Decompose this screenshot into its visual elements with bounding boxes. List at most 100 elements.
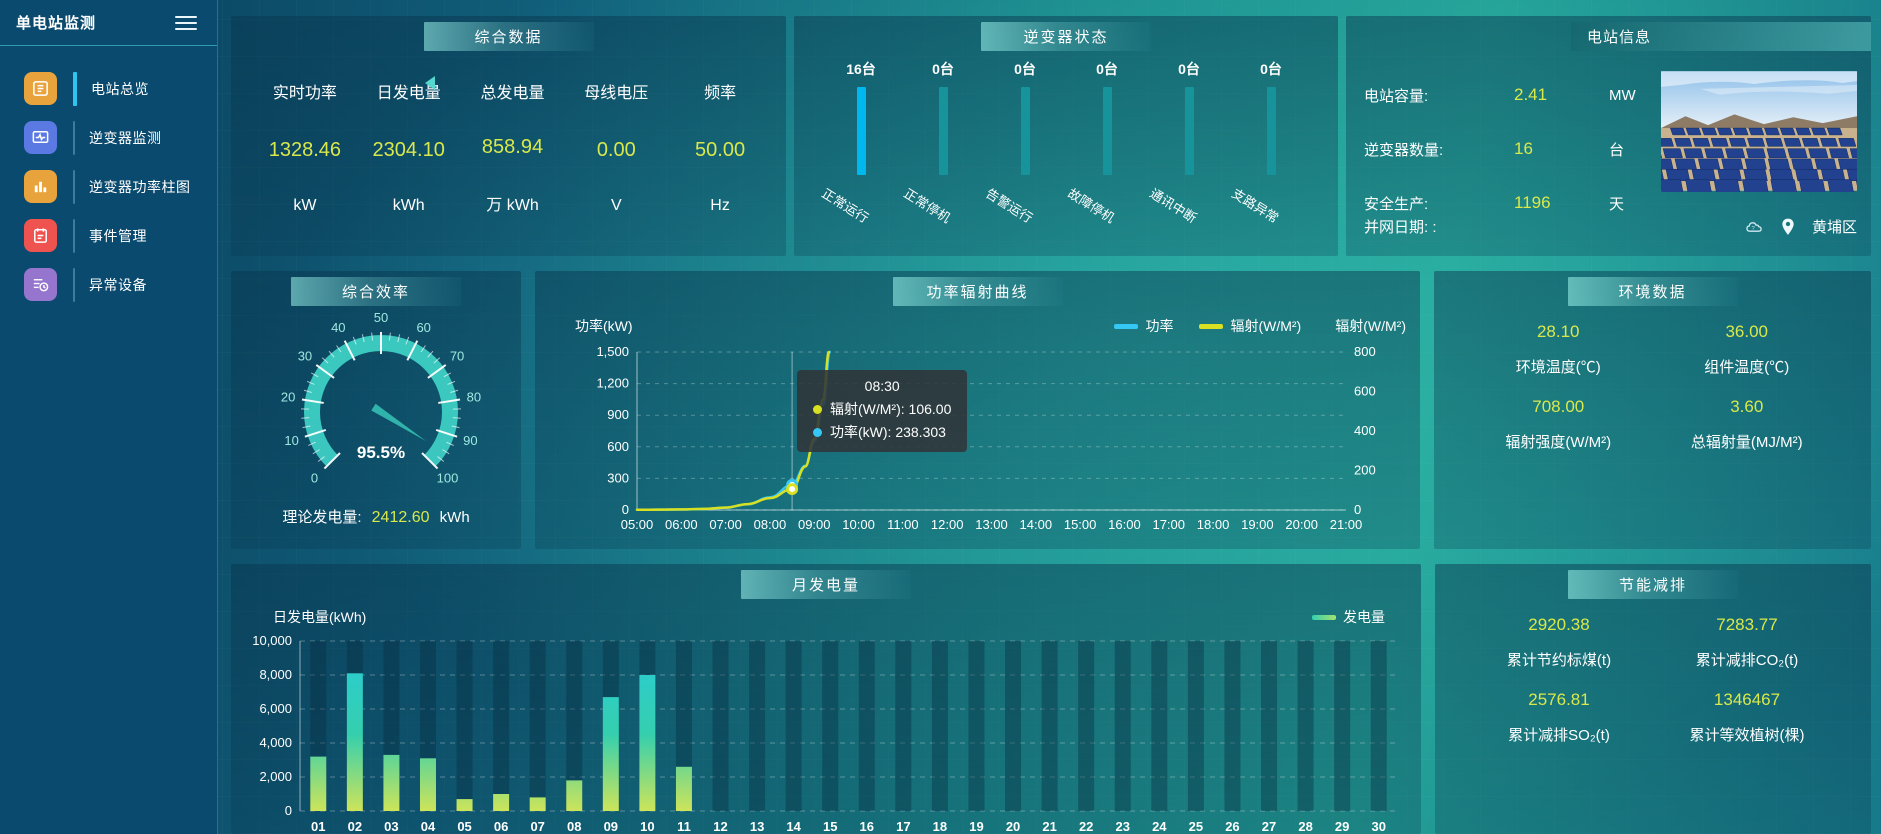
inverter-status-bar — [1020, 87, 1030, 175]
sidebar-item-2[interactable]: 逆变器监测 — [0, 113, 217, 162]
svg-text:1,500: 1,500 — [596, 344, 629, 359]
svg-text:20: 20 — [1006, 819, 1020, 834]
svg-text:30: 30 — [1371, 819, 1385, 834]
svg-text:800: 800 — [1354, 344, 1376, 359]
svg-text:25: 25 — [1189, 819, 1203, 834]
station-row-unit: 台 — [1609, 141, 1625, 159]
stat-value: 36.00 — [1725, 322, 1769, 341]
svg-text:10: 10 — [640, 819, 654, 834]
svg-text:15:00: 15:00 — [1064, 517, 1097, 532]
svg-text:10:00: 10:00 — [842, 517, 875, 532]
sidebar-item-label: 逆变器功率柱图 — [89, 178, 191, 195]
legend-item[interactable]: 辐射(W/M²) — [1199, 316, 1301, 336]
svg-text:50: 50 — [374, 310, 388, 325]
svg-text:200: 200 — [1354, 463, 1376, 478]
svg-text:02: 02 — [348, 819, 362, 834]
legend-label: 发电量 — [1343, 609, 1385, 625]
svg-text:17:00: 17:00 — [1152, 517, 1185, 532]
sidebar-item-4[interactable]: 事件管理 — [0, 211, 217, 260]
inverter-count: 16台 — [846, 61, 876, 77]
efficiency-gauge[interactable]: 0 10 20 30 40 50 60 70 80 90 100 95.5% — [231, 308, 531, 504]
efficiency-title: 综合效率 — [291, 277, 461, 306]
monthly-chart-legend[interactable]: 发电量 — [1312, 607, 1385, 627]
sidebar-item-label: 逆变器监测 — [89, 129, 162, 146]
svg-text:1,200: 1,200 — [596, 376, 629, 391]
power-radiation-chart[interactable]: 1,500 1,200 900 600 300 0 800 600 400 200 0 05:00 06… — [547, 338, 1410, 541]
legend-swatch — [1114, 323, 1139, 329]
svg-text:13: 13 — [750, 819, 764, 834]
svg-text:300: 300 — [607, 470, 629, 485]
station-row-unit: 天 — [1609, 195, 1625, 213]
stat-label: 累计减排CO₂(t) — [1695, 652, 1799, 669]
metric-unit: kWh — [392, 197, 425, 214]
legend-item[interactable]: 功率 — [1114, 316, 1173, 336]
metric-unit: Hz — [710, 197, 730, 214]
station-info-panel: 电站信息 电站容量: 2.41 MW 逆变器数量: 16 台安全生产: 1196 天 并网日期… — [1346, 16, 1871, 256]
inverter-count: 0台 — [1014, 61, 1036, 77]
inverter-status-bar — [1184, 87, 1194, 175]
summary-panel: 综合数据 实时功率 1328.46 kW 日发电量 2304.10 kWh 总发电量 858.… — [231, 16, 786, 256]
menu-toggle-icon[interactable] — [175, 12, 197, 34]
monthly-generation-chart[interactable]: 10,000 8,000 6,000 4,000 2,000 0 01 02 03 04 05 06 0… — [231, 627, 1421, 834]
svg-text:20: 20 — [281, 389, 295, 404]
svg-text:0: 0 — [285, 803, 292, 818]
svg-text:80: 80 — [467, 389, 481, 404]
station-row-unit: MW — [1609, 86, 1636, 104]
svg-text:28: 28 — [1298, 819, 1312, 834]
location-pin-icon — [1782, 218, 1794, 235]
energy-saving-title: 节能减排 — [1568, 570, 1738, 599]
station-location: 黄埔区 — [1811, 219, 1857, 236]
svg-text:08:00: 08:00 — [754, 517, 787, 532]
metric-unit: V — [610, 197, 622, 214]
collapse-panel-arrow[interactable] — [425, 76, 435, 90]
inverter-status-告警运行: 0台 告警运行 — [983, 59, 1066, 227]
inverter-status-支路异常: 0台 支路异常 — [1229, 59, 1312, 227]
sidebar-item-5[interactable]: 异常设备 — [0, 260, 217, 309]
inverter-status-bar — [1102, 87, 1112, 175]
weather-cloud-icon: ? — [1746, 221, 1762, 232]
main-content: 综合数据 实时功率 1328.46 kW 日发电量 2304.10 kWh 总发电量 858.… — [218, 0, 1881, 834]
svg-text:19: 19 — [969, 819, 983, 834]
svg-text:11:00: 11:00 — [887, 517, 919, 532]
svg-text:26: 26 — [1225, 819, 1239, 834]
legend-swatch — [1312, 614, 1336, 620]
power-chart-legend[interactable]: 功率 辐射(W/M²) — [1114, 316, 1301, 336]
svg-text:?: ? — [1752, 225, 1756, 231]
station-row-label: 逆变器数量: — [1364, 141, 1444, 159]
inverter-status-label: 正常停机 — [901, 185, 954, 226]
svg-text:22: 22 — [1079, 819, 1093, 834]
svg-text:100: 100 — [437, 470, 459, 485]
legend-item[interactable]: 发电量 — [1312, 607, 1385, 627]
theory-generation-unit: kWh — [439, 509, 470, 526]
power-radiation-panel: 功率辐射曲线 功率(kW) 功率 辐射(W/M²) 辐射(W/M²) 1,500 1… — [535, 271, 1420, 549]
station-row-label: 安全生产: — [1364, 195, 1429, 213]
grid-date-label: 并网日期: : — [1364, 219, 1437, 236]
stat-value: 1346467 — [1713, 690, 1781, 709]
sidebar-item-1[interactable]: 电站总览 — [0, 64, 217, 113]
environment-panel: 环境数据 28.10 环境温度(℃) 36.00 组件温度(℃) 708.00 辐射强度(… — [1434, 271, 1871, 549]
inverter-status-正常停机: 0台 正常停机 — [901, 59, 984, 227]
svg-text:14:00: 14:00 — [1020, 517, 1053, 532]
metric-label: 实时功率 — [272, 85, 337, 102]
app-title: 单电站监测 — [16, 15, 97, 32]
sidebar-item-label: 电站总览 — [91, 80, 149, 97]
inverter-status-label: 通讯中断 — [1147, 185, 1200, 226]
metric-label: 母线电压 — [584, 85, 649, 102]
svg-text:12: 12 — [713, 819, 727, 834]
svg-text:29: 29 — [1335, 819, 1349, 834]
stat-label: 总辐射量(MJ/M²) — [1690, 434, 1803, 451]
inverter-status-故障停机: 0台 故障停机 — [1065, 59, 1148, 227]
metric-母线电压: 母线电压 0.00 V — [564, 55, 668, 241]
svg-text:21:00: 21:00 — [1330, 517, 1363, 532]
legend-label: 辐射(W/M²) — [1230, 318, 1302, 334]
svg-text:07:00: 07:00 — [709, 517, 742, 532]
inverter-count: 0台 — [1178, 61, 1200, 77]
daily-generation-axis-title: 日发电量(kWh) — [273, 609, 367, 625]
inverter-status-bar — [1266, 87, 1276, 175]
energy-saving-panel: 节能减排 2920.38 累计节约标煤(t) 7283.77 累计减排CO₂(t) 25… — [1435, 564, 1871, 834]
svg-text:14: 14 — [786, 819, 801, 834]
sidebar-item-3[interactable]: 逆变器功率柱图 — [0, 162, 217, 211]
stat-cell: 708.00 辐射强度(W/M²) — [1464, 397, 1653, 452]
station-info-title: 电站信息 — [1571, 22, 1871, 51]
inverter-power-bars-icon — [24, 170, 57, 203]
